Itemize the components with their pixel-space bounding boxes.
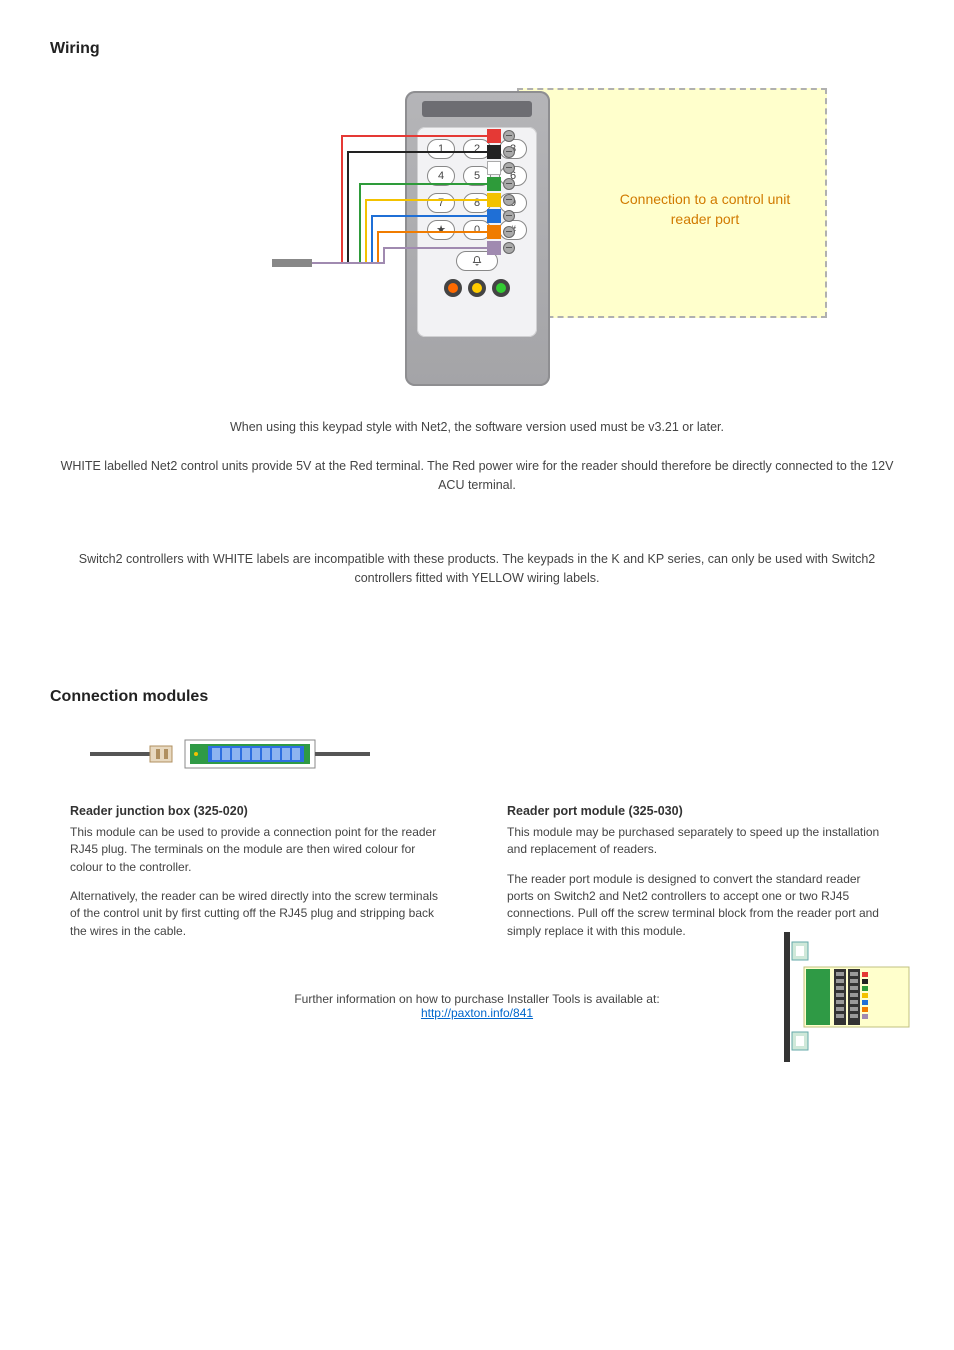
port-module-diagram <box>774 932 914 1062</box>
keypad-leds <box>444 279 510 297</box>
port-module-section: Reader port module (325-030) This module… <box>507 802 884 952</box>
junction-box-p2: Alternatively, the reader can be wired d… <box>70 888 447 940</box>
port-module-title: Reader port module (325-030) <box>507 802 884 820</box>
heading-connection-modules: Connection modules <box>50 688 904 706</box>
port-module-p1: This module may be purchased separately … <box>507 824 884 859</box>
footer-text: Further information on how to purchase I… <box>294 992 659 1006</box>
key-star: ★ <box>427 220 455 240</box>
wiring-diagram: 1 2 3 4 5 6 7 8 9 ★ 0 # <box>50 88 904 388</box>
footer-link[interactable]: http://paxton.info/841 <box>421 1006 533 1020</box>
paragraph-version: When using this keypad style with Net2, … <box>57 418 897 437</box>
led-yellow <box>472 283 482 293</box>
control-unit-box: Connection to a control unit reader port <box>517 88 827 318</box>
key-7: 7 <box>427 193 455 213</box>
heading-wiring: Wiring <box>50 40 904 58</box>
junction-box-section: Reader junction box (325-020) This modul… <box>70 802 447 952</box>
paragraph-switch2: Switch2 controllers with WHITE labels ar… <box>57 550 897 588</box>
junction-box-diagram <box>90 736 904 777</box>
paragraph-white-net2: WHITE labelled Net2 control units provid… <box>57 457 897 495</box>
led-green <box>496 283 506 293</box>
keypad-panel: 1 2 3 4 5 6 7 8 9 ★ 0 # <box>417 127 537 337</box>
control-unit-label: Connection to a control unit reader port <box>615 190 795 229</box>
port-module-p2: The reader port module is designed to co… <box>507 871 884 941</box>
led-orange <box>448 283 458 293</box>
keypad-topbar <box>422 101 532 117</box>
key-4: 4 <box>427 166 455 186</box>
junction-box-p1: This module can be used to provide a con… <box>70 824 447 876</box>
bell-icon <box>471 255 483 267</box>
terminal-block <box>487 128 517 256</box>
junction-box-title: Reader junction box (325-020) <box>70 802 447 820</box>
key-1: 1 <box>427 139 455 159</box>
keypad-device: 1 2 3 4 5 6 7 8 9 ★ 0 # <box>405 91 550 386</box>
